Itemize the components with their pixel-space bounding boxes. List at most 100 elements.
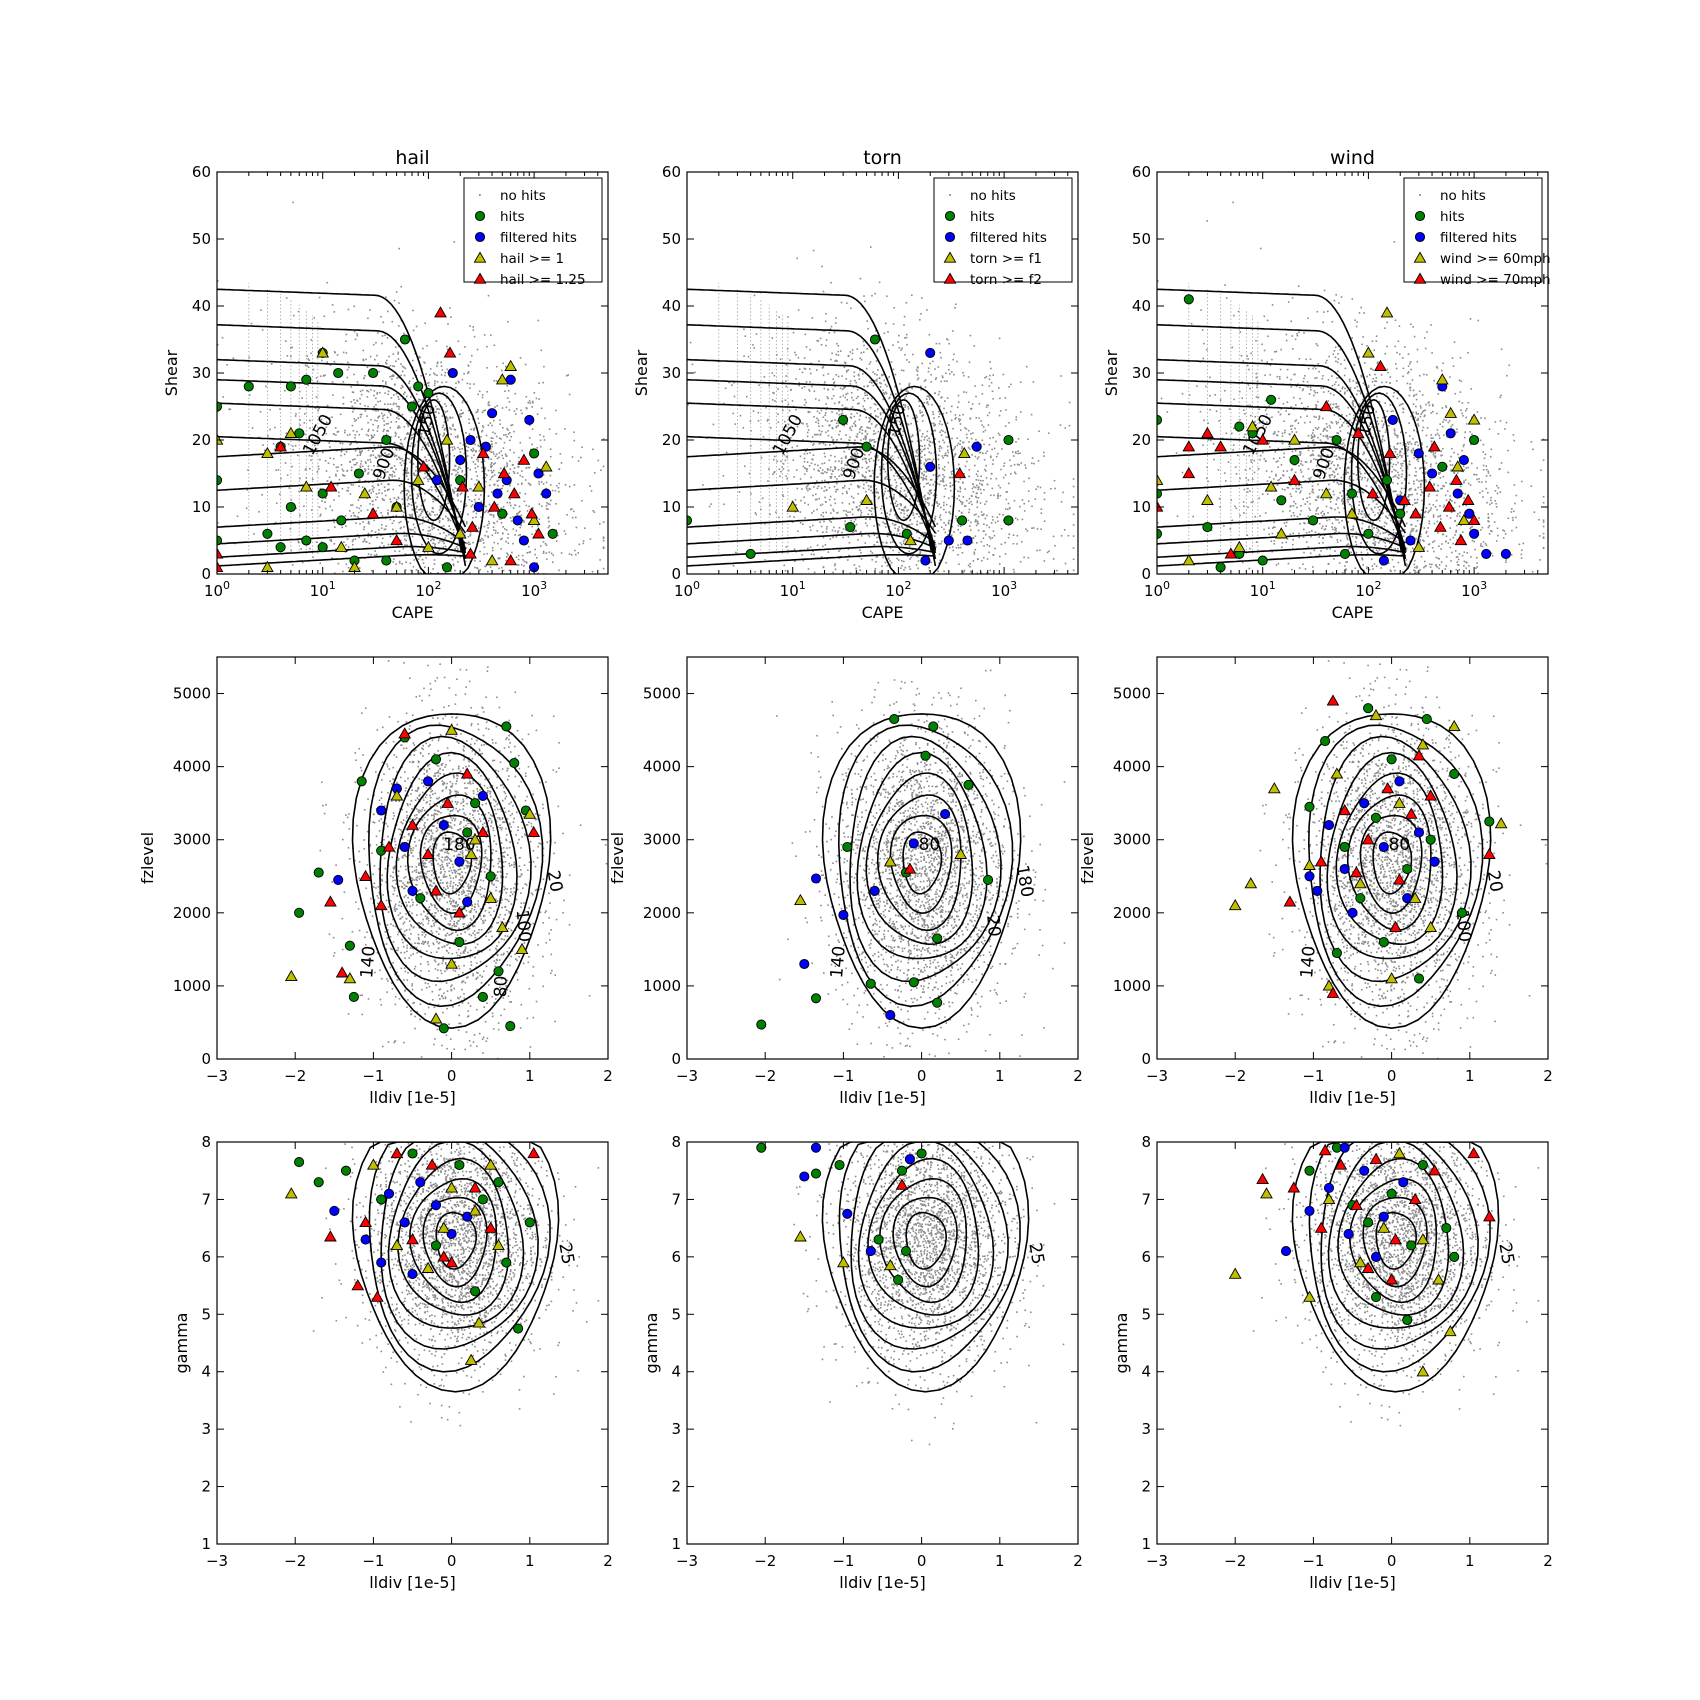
no-hits-point — [433, 372, 435, 374]
no-hits-point — [415, 369, 418, 372]
no-hits-point — [906, 509, 909, 511]
no-hits-point — [855, 381, 858, 384]
no-hits-point — [400, 483, 403, 485]
no-hits-point — [450, 570, 452, 573]
no-hits-point — [337, 430, 340, 433]
no-hits-point — [975, 496, 978, 499]
no-hits-point — [388, 447, 390, 449]
no-hits-point — [440, 476, 443, 478]
no-hits-point — [820, 472, 823, 474]
no-hits-point — [404, 553, 407, 555]
no-hits-point — [982, 426, 985, 428]
no-hits-point — [382, 380, 384, 382]
no-hits-point — [819, 467, 822, 469]
no-hits-point — [406, 475, 408, 477]
no-hits-point — [857, 539, 859, 541]
no-hits-point — [356, 462, 358, 464]
no-hits-point — [453, 241, 456, 243]
no-hits-point — [374, 456, 377, 459]
no-hits-point — [376, 496, 379, 498]
no-hits-point — [796, 425, 799, 428]
no-hits-point — [232, 357, 235, 359]
no-hits-point — [462, 444, 465, 446]
no-hits-point — [849, 427, 851, 430]
no-hits-point — [815, 433, 817, 436]
no-hits-point — [410, 416, 413, 419]
no-hits-point — [549, 503, 551, 506]
no-hits-point — [542, 483, 545, 485]
no-hits-point — [1024, 464, 1026, 466]
no-hits-point — [825, 511, 827, 514]
no-hits-point — [402, 490, 404, 492]
no-hits-point — [876, 456, 879, 459]
no-hits-point — [854, 470, 857, 472]
no-hits-point — [793, 548, 796, 550]
no-hits-point — [863, 344, 865, 347]
no-hits-point — [852, 469, 855, 471]
no-hits-point — [955, 303, 957, 306]
no-hits-point — [908, 545, 911, 547]
no-hits-point — [876, 380, 878, 382]
legend-swatch — [473, 272, 487, 284]
no-hits-point — [898, 420, 901, 423]
no-hits-point — [370, 492, 372, 494]
no-hits-point — [897, 519, 900, 522]
no-hits-point — [421, 558, 424, 561]
no-hits-point — [574, 549, 576, 552]
no-hits-point — [425, 557, 427, 559]
no-hits-point — [937, 570, 939, 572]
no-hits-point — [367, 532, 370, 535]
no-hits-point — [373, 486, 375, 489]
no-hits-point — [394, 346, 397, 349]
no-hits-point — [951, 546, 954, 548]
no-hits-point — [809, 452, 811, 454]
no-hits-point — [379, 444, 382, 447]
no-hits-point — [845, 370, 848, 372]
no-hits-point — [850, 429, 853, 431]
no-hits-point — [871, 507, 874, 510]
no-hits-point — [957, 418, 960, 420]
no-hits-point — [528, 437, 531, 439]
no-hits-point — [926, 395, 928, 398]
no-hits-point — [900, 512, 902, 514]
no-hits-point — [1050, 488, 1052, 490]
no-hits-point — [484, 486, 486, 488]
no-hits-point — [873, 534, 876, 537]
no-hits-point — [862, 453, 865, 455]
no-hits-point — [743, 328, 745, 330]
no-hits-point — [993, 534, 996, 537]
no-hits-point — [425, 443, 427, 446]
no-hits-point — [881, 565, 883, 567]
no-hits-point — [893, 533, 895, 535]
no-hits-point — [899, 472, 902, 475]
no-hits-point — [382, 537, 384, 540]
no-hits-point — [792, 430, 795, 432]
no-hits-point — [420, 448, 423, 451]
no-hits-point — [759, 508, 762, 511]
no-hits-point — [827, 482, 830, 485]
no-hits-point — [452, 449, 454, 451]
no-hits-point — [748, 472, 751, 475]
no-hits-point — [909, 463, 911, 466]
no-hits-point — [354, 402, 356, 404]
data-point — [453, 527, 467, 539]
no-hits-point — [841, 531, 843, 534]
no-hits-point — [500, 467, 502, 470]
no-hits-point — [852, 531, 854, 533]
no-hits-point — [358, 480, 361, 482]
no-hits-point — [960, 501, 962, 503]
no-hits-point — [436, 381, 439, 383]
no-hits-point — [458, 353, 461, 355]
no-hits-point — [318, 407, 320, 410]
no-hits-point — [433, 563, 436, 565]
no-hits-point — [904, 539, 906, 541]
no-hits-point — [357, 516, 360, 519]
no-hits-point — [837, 424, 839, 427]
no-hits-point — [894, 446, 896, 449]
no-hits-point — [502, 457, 504, 460]
no-hits-point — [507, 554, 509, 556]
no-hits-point — [836, 360, 838, 362]
no-hits-point — [858, 448, 861, 451]
no-hits-point — [852, 386, 855, 389]
no-hits-point — [494, 462, 496, 465]
